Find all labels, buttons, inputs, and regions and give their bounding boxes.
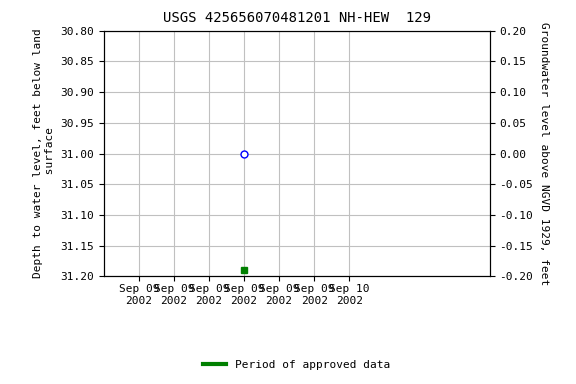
Y-axis label: Depth to water level, feet below land
 surface: Depth to water level, feet below land su…: [33, 29, 55, 278]
Y-axis label: Groundwater level above NGVD 1929, feet: Groundwater level above NGVD 1929, feet: [539, 22, 548, 285]
Title: USGS 425656070481201 NH-HEW  129: USGS 425656070481201 NH-HEW 129: [162, 12, 431, 25]
Legend: Period of approved data: Period of approved data: [199, 355, 394, 374]
